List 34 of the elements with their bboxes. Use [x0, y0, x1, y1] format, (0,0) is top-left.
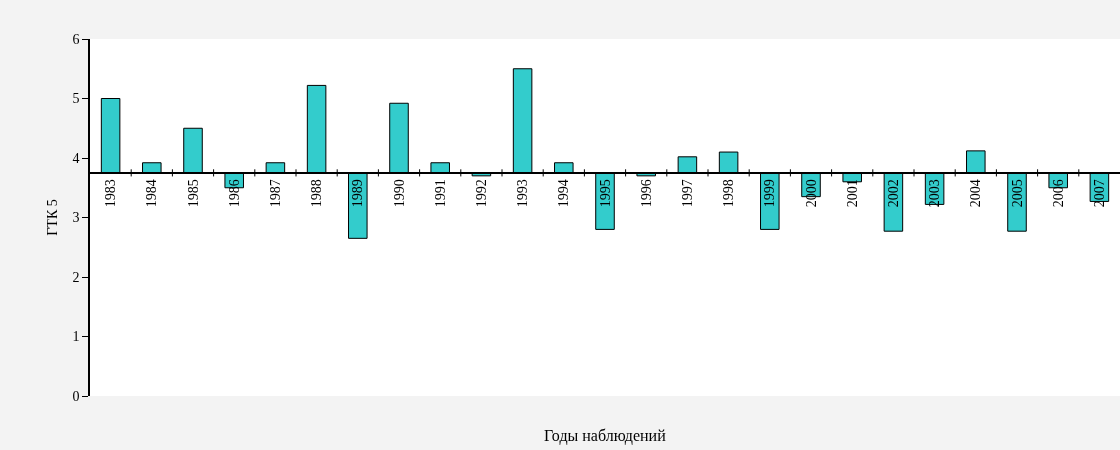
x-tick-label: 2003: [927, 179, 943, 208]
x-tick-label: 1993: [515, 179, 531, 208]
x-tick-label: 1998: [721, 179, 737, 208]
y-tick-label: 4: [72, 150, 80, 166]
x-tick-label: 1989: [350, 179, 366, 208]
x-tick-label: 1990: [391, 179, 407, 208]
y-tick-label: 1: [72, 329, 80, 345]
x-tick-label: 1996: [638, 179, 654, 208]
x-tick-label: 1983: [103, 179, 119, 208]
x-tick-label: 1999: [762, 179, 778, 208]
x-tick-label: 1994: [556, 179, 572, 208]
y-tick-label: 6: [72, 31, 80, 47]
x-tick-label: 1985: [185, 179, 201, 208]
x-tick-label: 1997: [679, 179, 695, 208]
x-tick-label: 2000: [803, 179, 819, 208]
x-tick-label: 1995: [597, 179, 613, 208]
x-axis-title: Годы наблюдений: [544, 427, 667, 445]
x-tick-label: 1991: [432, 179, 448, 208]
x-tick-label: 2001: [844, 179, 860, 208]
x-tick-label: 1992: [473, 179, 489, 208]
x-tick-label: 2004: [968, 179, 984, 208]
x-tick-label: 1988: [309, 179, 325, 208]
x-tick-label: 2005: [1009, 179, 1025, 208]
y-tick-label: 2: [72, 269, 80, 285]
x-tick-label: 1987: [267, 179, 283, 208]
x-tick-label: 2002: [885, 179, 901, 208]
x-tick-label: 1984: [144, 179, 160, 208]
y-axis-title: ГТК 5: [44, 199, 60, 236]
y-tick-label: 0: [72, 388, 80, 404]
y-tick-label: 5: [72, 91, 80, 107]
y-tick-label: 3: [72, 210, 80, 226]
x-tick-label: 1986: [226, 179, 242, 208]
x-tick-label: 2007: [1091, 179, 1107, 208]
x-tick-label: 2006: [1050, 179, 1066, 208]
